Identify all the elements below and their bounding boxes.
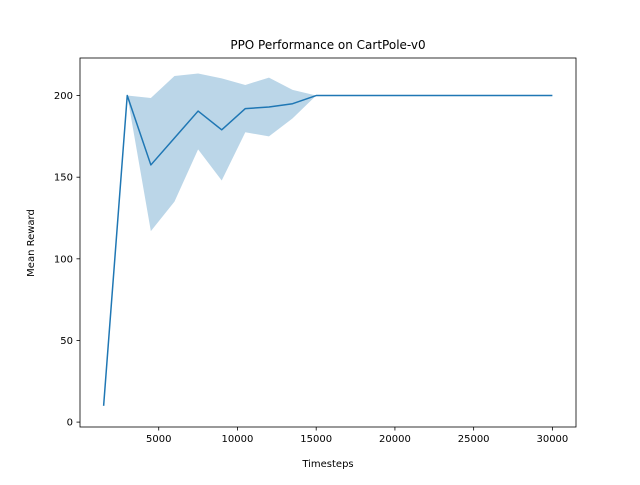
y-tick-label: 50: [60, 336, 73, 347]
x-axis: 5000 10000 15000 20000 25000 30000: [146, 427, 568, 445]
y-tick-label: 100: [54, 254, 73, 265]
x-tick-label: 5000: [146, 434, 171, 445]
series-line: [104, 96, 553, 406]
confidence-band: [104, 74, 553, 406]
x-tick-label: 15000: [300, 434, 332, 445]
x-tick-label: 30000: [536, 434, 568, 445]
plot-area: [104, 74, 553, 406]
x-axis-label: Timesteps: [301, 459, 353, 470]
chart-title: PPO Performance on CartPole-v0: [230, 38, 425, 52]
y-axis-label: Mean Reward: [26, 209, 37, 277]
x-tick-label: 20000: [379, 434, 411, 445]
x-tick-label: 10000: [222, 434, 254, 445]
y-tick-label: 0: [67, 418, 73, 429]
y-tick-label: 150: [54, 173, 73, 184]
y-axis: 0 50 100 150 200: [54, 91, 80, 429]
x-tick-label: 25000: [458, 434, 490, 445]
y-tick-label: 200: [54, 91, 73, 102]
